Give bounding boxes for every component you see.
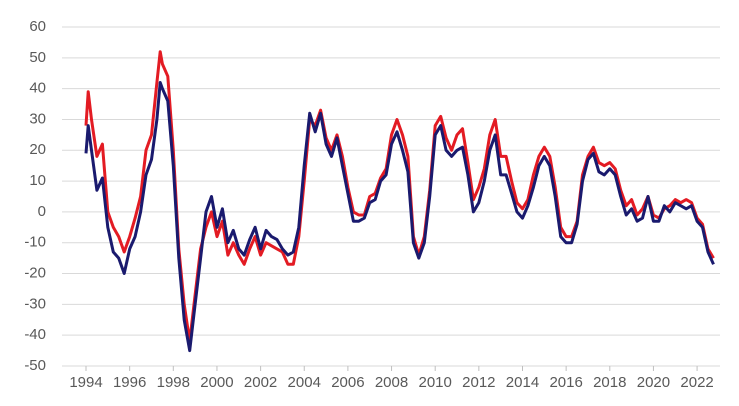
x-tick-label: 2018 [593,374,626,391]
y-tick-label: 60 [29,18,46,35]
y-tick-label: 10 [29,172,46,189]
x-tick-label: 1996 [113,374,146,391]
y-tick-label: -30 [24,295,46,312]
y-tick-label: 50 [29,49,46,66]
x-tick-label: 2004 [288,374,321,391]
y-tick-label: -40 [24,326,46,343]
x-tick-label: 2016 [549,374,582,391]
x-tick-label: 2020 [637,374,670,391]
x-tick-label: 1998 [157,374,190,391]
y-tick-label: -20 [24,265,46,282]
y-tick-label: 0 [38,203,46,220]
x-tick-label: 2014 [506,374,539,391]
series-line [84,81,715,353]
x-tick-label: 2000 [200,374,233,391]
y-tick-label: 30 [29,110,46,127]
x-tick-label: 2002 [244,374,277,391]
x-tick-label: 2008 [375,374,408,391]
y-tick-label: 40 [29,80,46,97]
x-tick-label: 1994 [69,374,102,391]
y-tick-label: 20 [29,141,46,158]
x-tick-label: 2022 [680,374,713,391]
x-tick-label: 2012 [462,374,495,391]
x-tick-label: 2010 [419,374,452,391]
y-tick-label: -50 [24,357,46,374]
x-tick-label: 2006 [331,374,364,391]
y-tick-label: -10 [24,234,46,251]
